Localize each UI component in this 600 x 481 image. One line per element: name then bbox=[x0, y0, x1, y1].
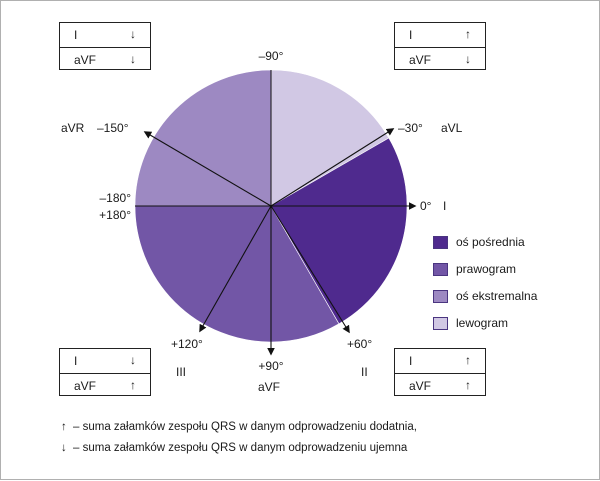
axis-arrow-ii bbox=[270, 205, 350, 334]
label-minus150-deg: –150° bbox=[97, 121, 129, 135]
sign-box-row: aVF ↓ bbox=[395, 47, 485, 72]
up-arrow-icon: ↑ bbox=[465, 378, 471, 392]
footnote-text: – suma załamków zespołu QRS w danym odpr… bbox=[73, 442, 408, 454]
axis-arrow-avl bbox=[270, 128, 395, 207]
sign-box-row: I ↑ bbox=[395, 349, 485, 373]
sign-box-row: aVF ↑ bbox=[395, 373, 485, 398]
legend-label: oś pośrednia bbox=[456, 235, 525, 249]
footnote-negative: ↓ – suma załamków zespołu QRS w danym odp… bbox=[61, 442, 407, 454]
sign-box-lead: aVF bbox=[409, 53, 432, 67]
lead-label-avl: aVL bbox=[441, 121, 463, 135]
sign-box-lead: I bbox=[74, 28, 78, 42]
footnote-text: – suma załamków zespołu QRS w danym odpr… bbox=[73, 421, 417, 433]
sector-lewogram bbox=[270, 69, 390, 207]
axis-arrow-iii bbox=[199, 205, 272, 333]
sign-box-lead: aVF bbox=[409, 379, 432, 393]
legend-label: prawogram bbox=[456, 262, 517, 276]
down-arrow-icon: ↓ bbox=[130, 52, 136, 66]
sector-prawogram-left bbox=[134, 205, 272, 343]
sign-box-row: I ↓ bbox=[60, 349, 150, 373]
lead-label-avf: aVF bbox=[258, 380, 280, 394]
sector-os-ekstremalna-upper bbox=[134, 69, 272, 207]
legend-swatch bbox=[433, 290, 448, 303]
down-arrow-icon: ↓ bbox=[61, 442, 67, 454]
sign-box-lead: I bbox=[409, 28, 413, 42]
lead-label-i: I bbox=[443, 199, 446, 213]
sign-box-lead: aVF bbox=[74, 379, 97, 393]
sign-box-bottom-left: I ↓ aVF ↑ bbox=[59, 348, 151, 396]
sign-box-bottom-right: I ↑ aVF ↑ bbox=[394, 348, 486, 396]
legend-swatch bbox=[433, 236, 448, 249]
down-arrow-icon: ↓ bbox=[465, 52, 471, 66]
sign-box-lead: I bbox=[74, 354, 78, 368]
sector-os-posrednia-lower bbox=[270, 205, 408, 325]
sign-box-row: aVF ↑ bbox=[60, 373, 150, 398]
label-minus90-deg: –90° bbox=[259, 49, 284, 63]
up-arrow-icon: ↑ bbox=[130, 378, 136, 392]
sign-box-lead: I bbox=[409, 354, 413, 368]
sign-box-row: I ↓ bbox=[60, 23, 150, 47]
legend-label: oś ekstremalna bbox=[456, 289, 538, 303]
label-plus180-deg: +180° bbox=[99, 208, 131, 222]
label-zero-deg: 0° bbox=[420, 199, 432, 213]
down-arrow-icon: ↓ bbox=[130, 353, 136, 367]
sign-box-row: I ↑ bbox=[395, 23, 485, 47]
legend-swatch bbox=[433, 263, 448, 276]
lead-label-ii: II bbox=[361, 365, 368, 379]
label-minus30-deg: –30° bbox=[398, 121, 423, 135]
label-minus180-deg: –180° bbox=[100, 191, 132, 205]
sign-box-top-left: I ↓ aVF ↓ bbox=[59, 22, 151, 70]
legend-swatch bbox=[433, 317, 448, 330]
up-arrow-icon: ↑ bbox=[465, 353, 471, 367]
sign-box-lead: aVF bbox=[74, 53, 97, 67]
label-plus120-deg: +120° bbox=[171, 337, 203, 351]
up-arrow-icon: ↑ bbox=[465, 27, 471, 41]
footnote-positive: ↑ – suma załamków zespołu QRS w danym odp… bbox=[61, 421, 417, 433]
label-plus60-deg: +60° bbox=[347, 337, 372, 351]
lead-label-iii: III bbox=[176, 365, 186, 379]
label-plus90-deg: +90° bbox=[258, 359, 283, 373]
legend-label: lewogram bbox=[456, 316, 509, 330]
up-arrow-icon: ↑ bbox=[61, 421, 67, 433]
axis-arrow-avr bbox=[143, 131, 272, 207]
sign-box-top-right: I ↑ aVF ↓ bbox=[394, 22, 486, 70]
lead-label-avr: aVR bbox=[61, 121, 85, 135]
down-arrow-icon: ↓ bbox=[130, 27, 136, 41]
sign-box-row: aVF ↓ bbox=[60, 47, 150, 72]
